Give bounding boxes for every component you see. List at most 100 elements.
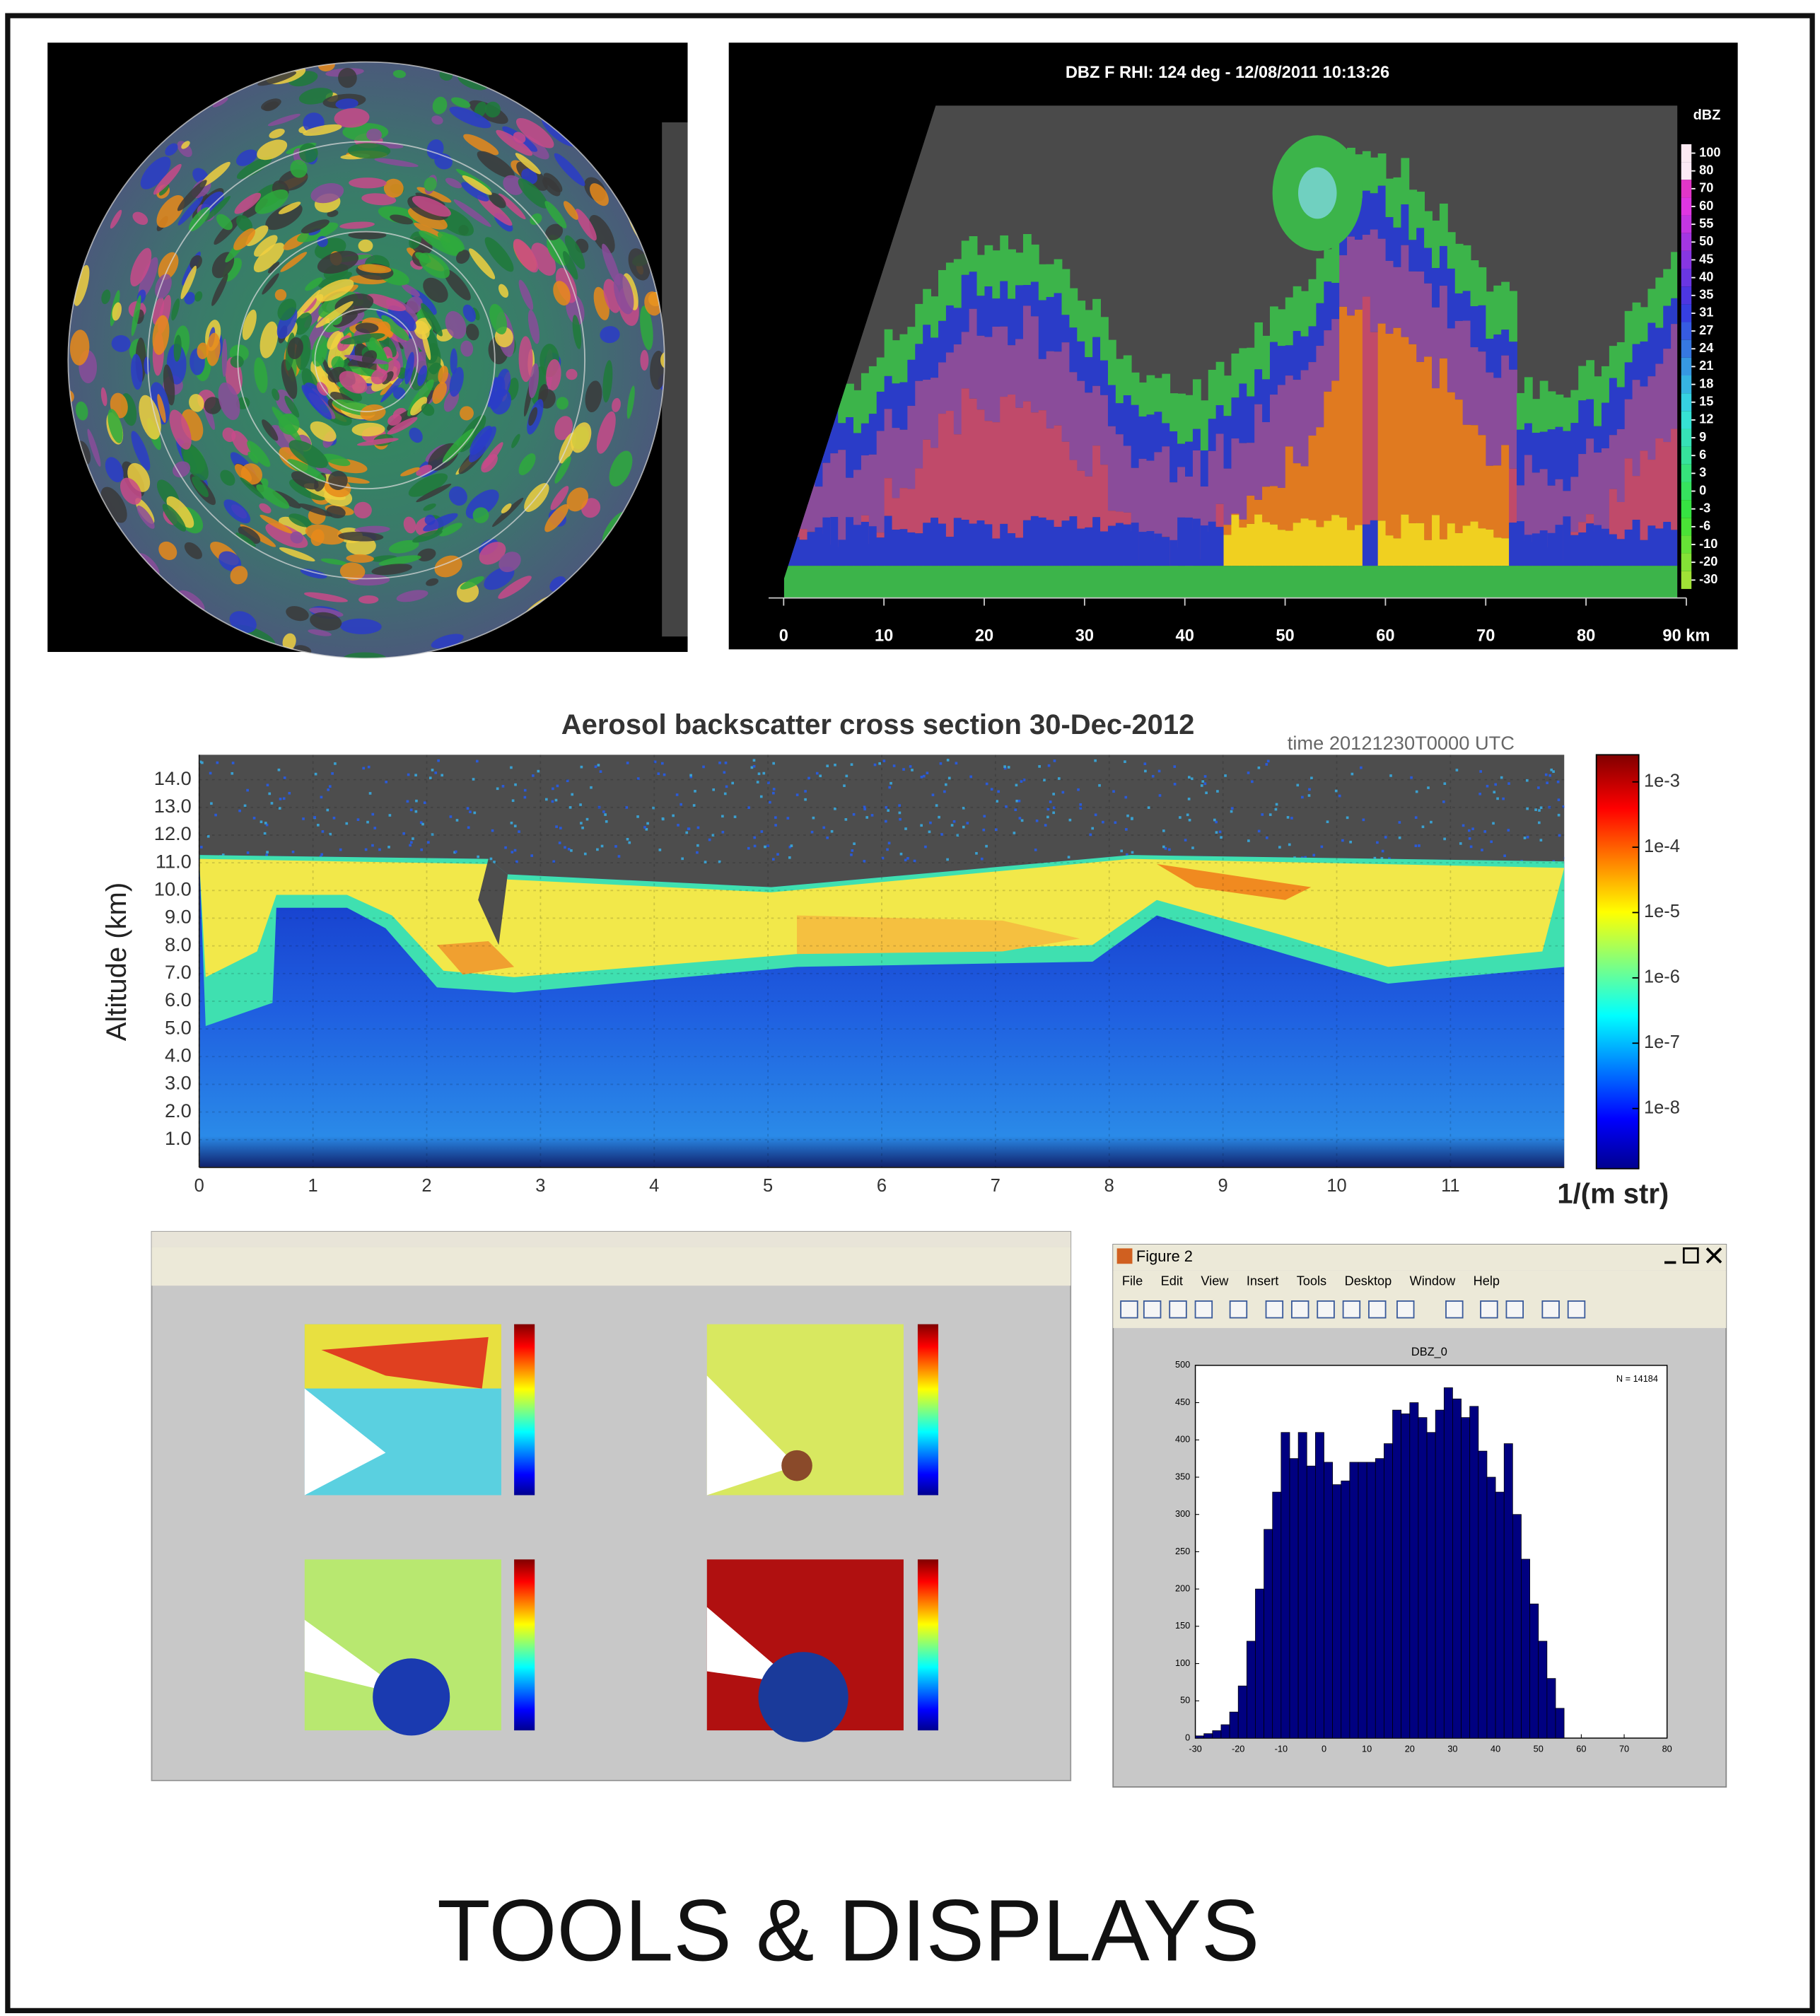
aerosol-speckle — [1462, 825, 1465, 827]
toolbar-button[interactable] — [1446, 1301, 1463, 1318]
aerosol-speckle — [772, 858, 775, 861]
aerosol-speckle — [1321, 846, 1324, 849]
rhi-echo — [885, 516, 893, 566]
rhi-echo — [1239, 443, 1247, 520]
aerosol-speckle — [524, 796, 527, 799]
rhi-echo — [1363, 191, 1371, 235]
rhi-echo — [1092, 566, 1101, 598]
toolbar-button[interactable] — [1481, 1301, 1498, 1318]
aerosol-speckle — [731, 782, 734, 785]
toolbar-button[interactable] — [1568, 1301, 1585, 1318]
aerosol-speckle — [469, 810, 472, 813]
aerosol-speckle — [1349, 841, 1352, 844]
aerosol-speckle — [769, 801, 771, 804]
rhi-echo — [1331, 380, 1340, 515]
rhi-echo — [1100, 566, 1109, 598]
toolbar-button[interactable] — [1506, 1301, 1523, 1318]
y-tick-label: 4.0 — [165, 1044, 192, 1066]
rhi-echo — [962, 520, 970, 566]
rhi-echo — [1216, 405, 1225, 433]
rhi-echo — [1069, 460, 1078, 517]
rhi-echo — [1139, 383, 1148, 416]
toolbar-button[interactable] — [1542, 1301, 1559, 1318]
rhi-echo — [1139, 566, 1148, 598]
rhi-echo — [1262, 379, 1271, 422]
rhi-echo — [1416, 228, 1425, 272]
x-tick-label: 2 — [421, 1176, 431, 1196]
colorbar-tick-label: 1e-3 — [1644, 771, 1680, 791]
aerosol-speckle — [694, 790, 696, 793]
y-tick-label: 11.0 — [156, 850, 192, 872]
rhi-echo — [1386, 535, 1394, 566]
rhi-echo — [1031, 566, 1039, 598]
aerosol-speckle — [1062, 791, 1065, 794]
toolbar-button[interactable] — [1121, 1301, 1138, 1318]
aerosol-speckle — [906, 857, 909, 860]
histogram-bar — [1350, 1462, 1358, 1738]
toolbar-button[interactable] — [1230, 1301, 1247, 1318]
toolbar-button[interactable] — [1369, 1301, 1386, 1318]
aerosol-speckle — [200, 846, 203, 849]
toolbar-button[interactable] — [1317, 1301, 1334, 1318]
rhi-echo — [1493, 378, 1502, 465]
menu-item[interactable]: View — [1201, 1274, 1229, 1288]
rhi-echo — [861, 522, 870, 566]
rhi-echo — [1108, 340, 1116, 385]
rhi-echo — [907, 327, 916, 360]
aerosol-speckle — [1443, 838, 1446, 841]
aerosol-speckle — [1131, 817, 1133, 820]
colorbar-label: dBZ — [1693, 107, 1721, 123]
aerosol-speckle — [1524, 837, 1527, 839]
aerosol-speckle — [663, 774, 666, 776]
histogram-bar — [1410, 1403, 1418, 1738]
rhi-echo — [1363, 235, 1371, 297]
toolbar-button[interactable] — [1196, 1301, 1213, 1318]
rhi-echo — [861, 566, 870, 598]
aerosol-speckle — [626, 838, 629, 841]
toolbar-button[interactable] — [1144, 1301, 1161, 1318]
aerosol-speckle — [1258, 767, 1261, 769]
rhi-echo — [1586, 514, 1594, 523]
x-tick-label: 70 — [1619, 1744, 1629, 1754]
rhi-echo — [1278, 566, 1286, 598]
aerosol-speckle — [725, 762, 728, 764]
menu-item[interactable]: Window — [1410, 1274, 1456, 1288]
rhi-echo — [1663, 522, 1672, 566]
aerosol-speckle — [210, 802, 213, 805]
menu-item[interactable]: Tools — [1297, 1274, 1326, 1288]
toolbar-button[interactable] — [1292, 1301, 1309, 1318]
menu-item[interactable]: Edit — [1161, 1274, 1183, 1288]
toolbar-button[interactable] — [1343, 1301, 1360, 1318]
toolbar-button[interactable] — [1266, 1301, 1283, 1318]
menu-item[interactable]: File — [1122, 1274, 1143, 1288]
rhi-echo — [1432, 268, 1440, 308]
rhi-echo — [1023, 305, 1032, 401]
aerosol-speckle — [1456, 769, 1459, 771]
rhi-echo — [1015, 339, 1024, 407]
rhi-echo — [1008, 395, 1016, 533]
aerosol-speckle — [373, 827, 376, 829]
aerosol-speckle — [753, 837, 756, 839]
aerosol-speckle — [1471, 827, 1474, 830]
menu-item[interactable]: Desktop — [1345, 1274, 1392, 1288]
menu-item[interactable]: Help — [1474, 1274, 1500, 1288]
toolbar-button[interactable] — [1397, 1301, 1414, 1318]
rhi-echo — [885, 478, 893, 515]
aerosol-speckle — [1384, 836, 1387, 839]
toolbar-button[interactable] — [1169, 1301, 1186, 1318]
aerosol-speckle — [636, 815, 639, 818]
aerosol-speckle — [902, 768, 905, 771]
rhi-echo — [1062, 342, 1071, 442]
rhi-echo — [1062, 520, 1071, 566]
aerosol-speckle — [331, 772, 334, 775]
y-tick-label: 14.0 — [154, 767, 192, 789]
rhi-echo — [1463, 566, 1471, 598]
colorbar-swatch — [1681, 518, 1692, 535]
rhi-echo — [992, 422, 1001, 538]
aerosol-speckle — [1558, 814, 1561, 817]
aerosol-speckle — [1557, 781, 1560, 783]
menu-item[interactable]: Insert — [1247, 1274, 1278, 1288]
rhi-echo — [1100, 317, 1109, 360]
aerosol-speckle — [1174, 783, 1177, 786]
rhi-echo — [1023, 566, 1032, 598]
